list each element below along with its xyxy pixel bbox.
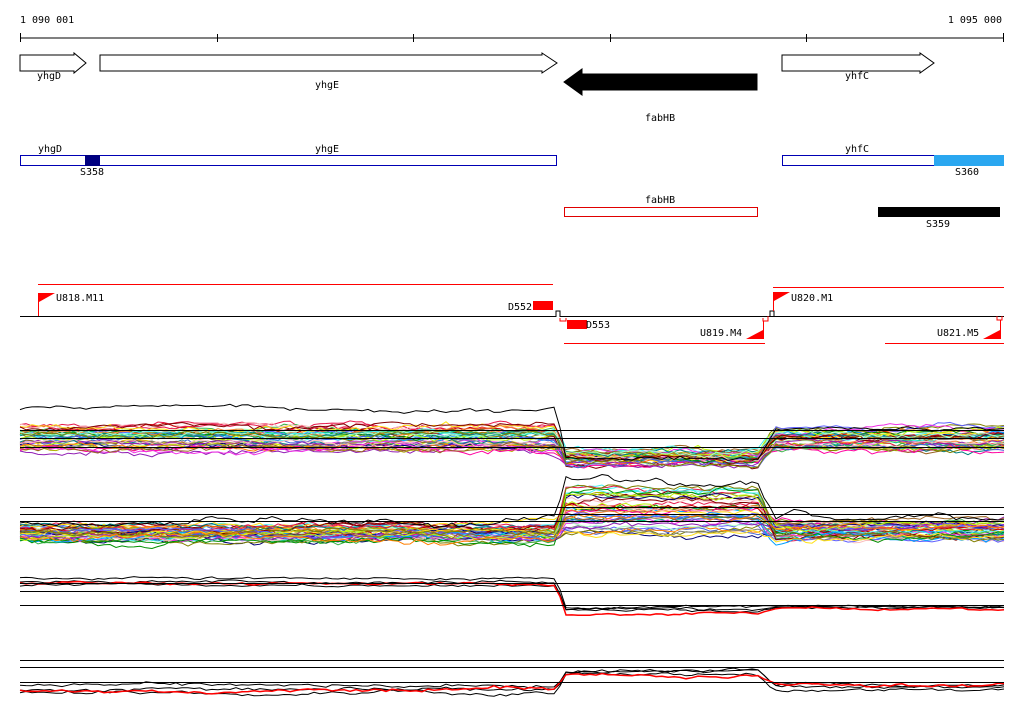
expression-profile-line [19,473,1005,529]
ruler-start-label: 1 090 001 [20,15,74,26]
gene-arrow-yhgD[interactable] [19,51,87,75]
feature-block-S358[interactable] [85,155,100,166]
feature-label-S358: S358 [80,167,104,178]
feature-label-S360: S360 [955,167,979,178]
segment-label-D552: D552 [508,302,532,313]
gene-label-yhfC: yhfC [845,71,869,82]
expression-profile-line [19,429,1005,469]
expression-profile-line [19,513,1005,546]
segment-step [762,316,769,322]
expression-profile-line [19,520,1005,542]
expression-profile-line [19,428,1005,460]
expression-profile-line [19,667,1005,689]
expression-profile-line [19,485,1005,536]
expression-profile-line [19,403,1005,461]
segment-flag-U818-M11[interactable] [39,293,55,302]
feature-block-S359[interactable] [878,207,1000,217]
segment-label-U818-M11: U818.M11 [56,293,104,304]
gene-track: yhgD yhgE fabHB yhfC [19,51,935,124]
expression-profile-line [19,437,1005,463]
segment-label-D553: D553 [586,320,610,331]
expression-profile-line [19,527,1005,544]
ruler-end-label: 1 095 000 [948,15,1002,26]
segment-flag-U820-M1[interactable] [774,292,790,301]
expression-panels [19,403,1005,697]
expression-profile-line [19,668,1005,693]
region-label-yhfC: yhfC [845,144,869,155]
region-track: yhgD yhgE S358 yhfC S360 fabHB S359 [20,144,1004,230]
gene-arrow-fabHB[interactable] [563,68,758,96]
segment-baseline [20,310,1004,317]
segment-label-U820-M1: U820.M1 [791,293,833,304]
gene-arrow-yhgE[interactable] [99,52,558,74]
expression-profile-line [19,582,1005,613]
segment-flag-U821-M5[interactable] [983,330,1000,339]
segment-label-U819-M4: U819.M4 [700,328,742,339]
segment-track: U818.M11 D552 D553 U819.M4 U820.M1 U821.… [20,284,1004,344]
expression-profile-line [19,671,1005,697]
segment-block-D552[interactable] [533,301,553,310]
gene-arrow-yhfC[interactable] [781,52,935,74]
gene-label-yhgD: yhgD [37,71,61,82]
expression-profile-line [19,672,1005,695]
segment-step [996,316,1003,321]
gene-label-yhgE: yhgE [315,80,339,91]
region-label-fabHB: fabHB [645,195,675,206]
segment-flag-U819-M4[interactable] [746,330,763,339]
coordinate-ruler: 1 090 001 1 095 000 [20,15,1004,42]
gene-label-fabHB: fabHB [645,113,675,124]
expression-profile-line [19,505,1005,542]
expression-profile-line [19,486,1005,548]
region-label-yhgD: yhgD [38,144,62,155]
segment-label-U821-M5: U821.M5 [937,328,979,339]
region-label-yhgE: yhgE [315,144,339,155]
segment-step [559,318,567,322]
region-box-yhgD-yhgE[interactable] [20,155,557,166]
feature-label-S359: S359 [926,219,950,230]
feature-block-S360[interactable] [934,155,1004,166]
segment-block-D553[interactable] [567,320,587,329]
region-box-fabHB[interactable] [564,207,758,217]
